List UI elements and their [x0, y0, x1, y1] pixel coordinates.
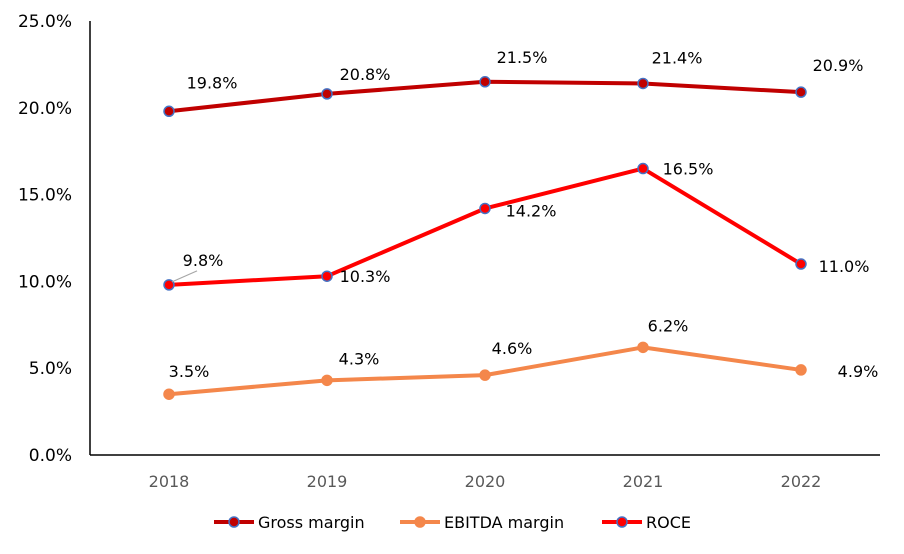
data-label: 20.9%: [813, 56, 864, 75]
x-tick-label: 2019: [307, 472, 348, 491]
data-label: 11.0%: [819, 257, 870, 276]
x-tick-label: 2022: [781, 472, 822, 491]
data-label: 20.8%: [340, 65, 391, 84]
data-label: 3.5%: [169, 362, 210, 381]
data-point: [321, 374, 333, 387]
data-label: 19.8%: [187, 73, 238, 92]
y-tick-label: 0.0%: [29, 446, 72, 466]
data-label: 14.2%: [506, 201, 557, 220]
data-point: [321, 88, 333, 100]
data-point: [479, 76, 491, 88]
data-point: [479, 202, 491, 215]
data-label: 4.3%: [339, 349, 380, 368]
series-layer: [163, 76, 807, 400]
data-label: 21.4%: [652, 48, 703, 67]
data-point: [795, 86, 807, 98]
legend-label: Gross margin: [258, 513, 365, 532]
legend-marker: [228, 516, 240, 528]
data-label: 21.5%: [497, 48, 548, 67]
y-tick-label: 20.0%: [18, 99, 72, 119]
data-point: [479, 369, 491, 381]
data-label: 16.5%: [663, 160, 714, 179]
data-point: [163, 105, 175, 118]
x-tick-label: 2020: [465, 472, 506, 491]
legend: Gross margin EBITDA margin ROCE: [214, 513, 691, 532]
legend-marker: [616, 516, 628, 528]
data-labels: 19.8% 20.8% 21.5% 21.4% 20.9% 3.5% 4.3% 4.6% 6.2…: [169, 48, 879, 381]
data-label: 9.8%: [183, 251, 224, 270]
y-tick-label: 5.0%: [29, 359, 72, 379]
legend-marker: [414, 516, 426, 528]
series-line: [168, 166, 803, 287]
data-point: [637, 162, 649, 175]
data-point: [163, 279, 175, 291]
data-point: [795, 364, 807, 376]
y-tick-label: 25.0%: [18, 12, 72, 32]
data-point: [163, 388, 175, 400]
data-point: [795, 258, 807, 270]
y-tick-label: 15.0%: [18, 186, 72, 206]
data-label: 6.2%: [648, 316, 689, 335]
data-point: [637, 77, 649, 90]
y-tick-label: 10.0%: [18, 272, 72, 292]
x-tick-label: 2018: [149, 472, 190, 491]
x-tick-labels: 2018 2019 2020 2021 2022: [149, 472, 822, 491]
data-label: 10.3%: [340, 267, 391, 286]
x-tick-label: 2021: [623, 472, 664, 491]
data-point: [637, 341, 649, 354]
data-label: 4.6%: [492, 339, 533, 358]
leader-line: [171, 270, 198, 283]
data-point: [321, 270, 333, 282]
legend-label: EBITDA margin: [444, 513, 564, 532]
legend-label: ROCE: [646, 513, 691, 532]
y-tick-labels: 0.0% 5.0% 10.0% 15.0% 20.0% 25.0%: [18, 12, 72, 466]
data-label: 4.9%: [838, 362, 879, 381]
